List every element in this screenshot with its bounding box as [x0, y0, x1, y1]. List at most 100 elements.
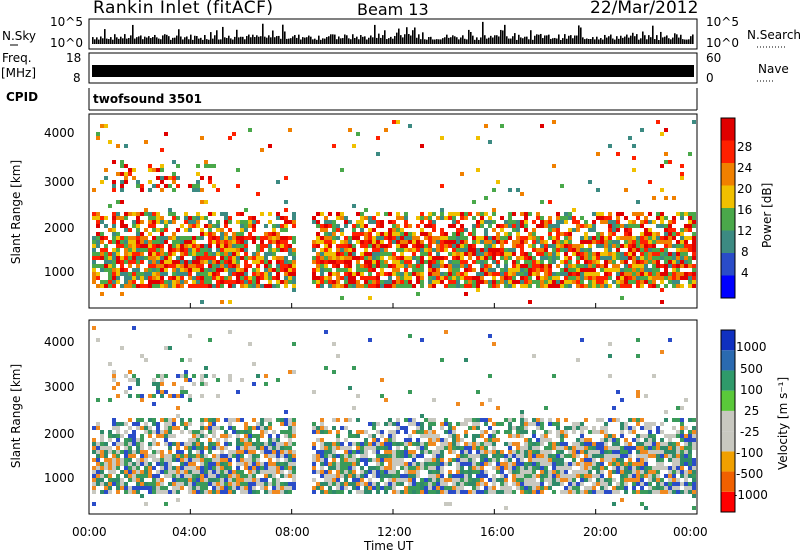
vel-cell	[252, 442, 256, 446]
vel-cell	[456, 402, 460, 406]
vel-cell	[452, 438, 456, 442]
vel-cell	[580, 474, 584, 478]
power-cell	[340, 284, 344, 288]
power-cell	[244, 256, 248, 260]
vel-cb-tick-neg500: -500	[736, 467, 764, 481]
power-cell	[212, 240, 216, 244]
power-cell	[124, 280, 128, 284]
vel-cell	[120, 422, 124, 426]
vel-cell	[460, 438, 464, 442]
vel-cell	[172, 426, 176, 430]
vel-cell	[580, 338, 584, 342]
vel-cell	[680, 426, 684, 430]
power-cell	[108, 204, 112, 208]
vel-cell	[164, 462, 168, 466]
vel-cell	[520, 462, 524, 466]
vel-cell	[96, 422, 100, 426]
vel-cell	[388, 422, 392, 426]
vel-cell	[600, 438, 604, 442]
power-cell	[436, 260, 440, 264]
vel-cell	[144, 466, 148, 470]
power-cell	[92, 256, 96, 260]
power-cell	[624, 280, 628, 284]
vel-cell	[440, 466, 444, 470]
power-cell	[184, 228, 188, 232]
vel-cell	[204, 418, 208, 422]
vel-cell	[116, 430, 120, 434]
vel-cell	[412, 442, 416, 446]
nsky-bar	[386, 39, 388, 44]
vel-cell	[236, 442, 240, 446]
vel-cell	[664, 446, 668, 450]
power-cell	[488, 268, 492, 272]
vel-cell	[276, 454, 280, 458]
power-cell	[192, 252, 196, 256]
power-cell	[168, 176, 172, 180]
power-cell	[572, 216, 576, 220]
power-cell	[396, 276, 400, 280]
power-cell	[136, 240, 140, 244]
power-cell	[492, 228, 496, 232]
power-cell	[560, 244, 564, 248]
vel-cell	[188, 394, 192, 398]
vel-cell	[528, 438, 532, 442]
power-cell	[244, 240, 248, 244]
vel-cell	[392, 458, 396, 462]
power-cell	[360, 256, 364, 260]
freq-trace	[92, 65, 694, 77]
power-cell	[680, 284, 684, 288]
power-cell	[484, 236, 488, 240]
power-cell	[348, 284, 352, 288]
vel-cell	[676, 462, 680, 466]
power-cell	[200, 176, 204, 180]
vel-cell	[688, 450, 692, 454]
vel-cell	[392, 450, 396, 454]
power-cell	[408, 284, 412, 288]
nsky-bar	[612, 38, 614, 44]
power-cell	[96, 264, 100, 268]
power-cell	[616, 224, 620, 228]
vel-cell	[428, 426, 432, 430]
power-cell	[284, 248, 288, 252]
vel-cell	[216, 394, 220, 398]
power-cell	[404, 240, 408, 244]
vel-cell	[360, 482, 364, 486]
vel-cell	[400, 450, 404, 454]
vel-cell	[472, 466, 476, 470]
power-cell	[348, 256, 352, 260]
nsky-bar	[332, 34, 334, 44]
vel-cell	[612, 462, 616, 466]
vel-cell	[196, 470, 200, 474]
power-cell	[588, 236, 592, 240]
power-cell	[176, 284, 180, 288]
vel-cell	[244, 486, 248, 490]
power-cell	[576, 264, 580, 268]
vel-cell	[468, 490, 472, 494]
power-cell	[256, 252, 260, 256]
power-cell	[632, 224, 636, 228]
vel-cell	[420, 478, 424, 482]
vel-cell	[620, 466, 624, 470]
vel-cell	[408, 474, 412, 478]
power-cell	[600, 232, 604, 236]
power-cell	[196, 212, 200, 216]
vel-cell	[204, 458, 208, 462]
vel-cell	[176, 470, 180, 474]
power-cell	[612, 228, 616, 232]
power-cell	[580, 240, 584, 244]
vel-cell	[320, 450, 324, 454]
power-cell	[280, 280, 284, 284]
vel-cell	[208, 474, 212, 478]
power-cell	[404, 216, 408, 220]
power-cell	[436, 216, 440, 220]
vel-cell	[568, 462, 572, 466]
power-cell	[172, 268, 176, 272]
vel-cell	[552, 458, 556, 462]
vel-cell	[588, 450, 592, 454]
vel-cell	[648, 466, 652, 470]
power-cell	[552, 256, 556, 260]
vel-cell	[660, 466, 664, 470]
vel-cell	[484, 438, 488, 442]
vel-cell	[156, 486, 160, 490]
vel-cell	[196, 434, 200, 438]
